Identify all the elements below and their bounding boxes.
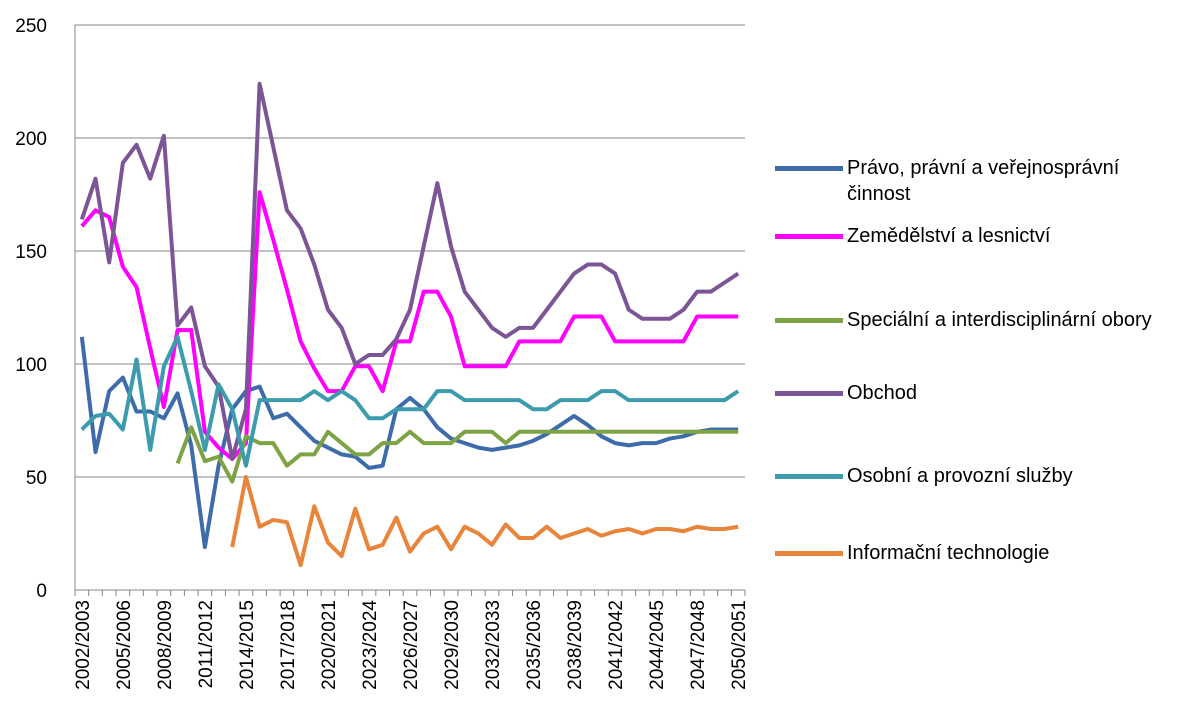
y-tick-label: 100 [15, 355, 47, 376]
legend-swatch [775, 474, 843, 479]
x-tick-label: 2020/2021 [319, 600, 340, 690]
x-tick-label: 2047/2048 [688, 600, 709, 690]
series-line [79, 81, 740, 461]
x-tick-label: 2017/2018 [278, 600, 299, 690]
legend-label: Informační technologie [847, 542, 1050, 564]
legend-item: Obchod [775, 380, 1175, 406]
x-tick-label: 2014/2015 [237, 600, 258, 690]
series-line [80, 334, 740, 468]
x-tick-label: 2023/2024 [360, 600, 381, 690]
x-tick-label: 2044/2045 [647, 600, 668, 690]
x-tick-label: 2038/2039 [565, 600, 586, 690]
series-line [79, 336, 739, 550]
x-tick-label: 2032/2033 [483, 600, 504, 690]
legend-label: Zemědělství a lesnictví [847, 225, 1051, 247]
x-tick-label: 2035/2036 [524, 600, 545, 690]
x-tick-label: 2002/2003 [73, 600, 94, 690]
legend-label: Speciální a interdisciplinární obory [847, 309, 1152, 331]
x-tick-label: 2026/2027 [401, 600, 422, 690]
legend-item: Informační technologie [775, 540, 1175, 566]
legend-label: Osobní a provozní služby [847, 465, 1073, 487]
legend-item: Zemědělství a lesnictví [775, 223, 1175, 249]
legend-swatch [775, 234, 843, 239]
legend-item: Právo, právní a veřejnosprávní činnost [775, 155, 1175, 207]
legend-swatch [775, 391, 843, 396]
legend-label: Obchod [847, 382, 918, 404]
y-tick-label: 0 [36, 581, 47, 602]
series-line [230, 475, 739, 568]
legend-label: Právo, právní a veřejnosprávní činnost [847, 157, 1120, 205]
y-tick-label: 200 [15, 129, 47, 150]
x-tick-label: 2005/2006 [114, 600, 135, 690]
x-tick-label: 2050/2051 [729, 600, 750, 690]
x-tick-label: 2011/2012 [196, 600, 217, 688]
legend-item: Osobní a provozní služby [775, 463, 1175, 489]
legend-swatch [775, 551, 843, 556]
x-tick-label: 2008/2009 [155, 600, 176, 690]
legend-swatch [775, 166, 843, 171]
y-tick-label: 150 [15, 242, 47, 263]
x-tick-label: 2029/2030 [442, 600, 463, 690]
y-tick-label: 250 [15, 16, 47, 37]
y-tick-label: 50 [26, 468, 47, 489]
legend-swatch [775, 318, 843, 323]
series-line [175, 425, 739, 484]
x-tick-label: 2041/2042 [606, 600, 627, 690]
legend-item: Speciální a interdisciplinární obory [775, 307, 1175, 333]
series-line [80, 190, 739, 461]
